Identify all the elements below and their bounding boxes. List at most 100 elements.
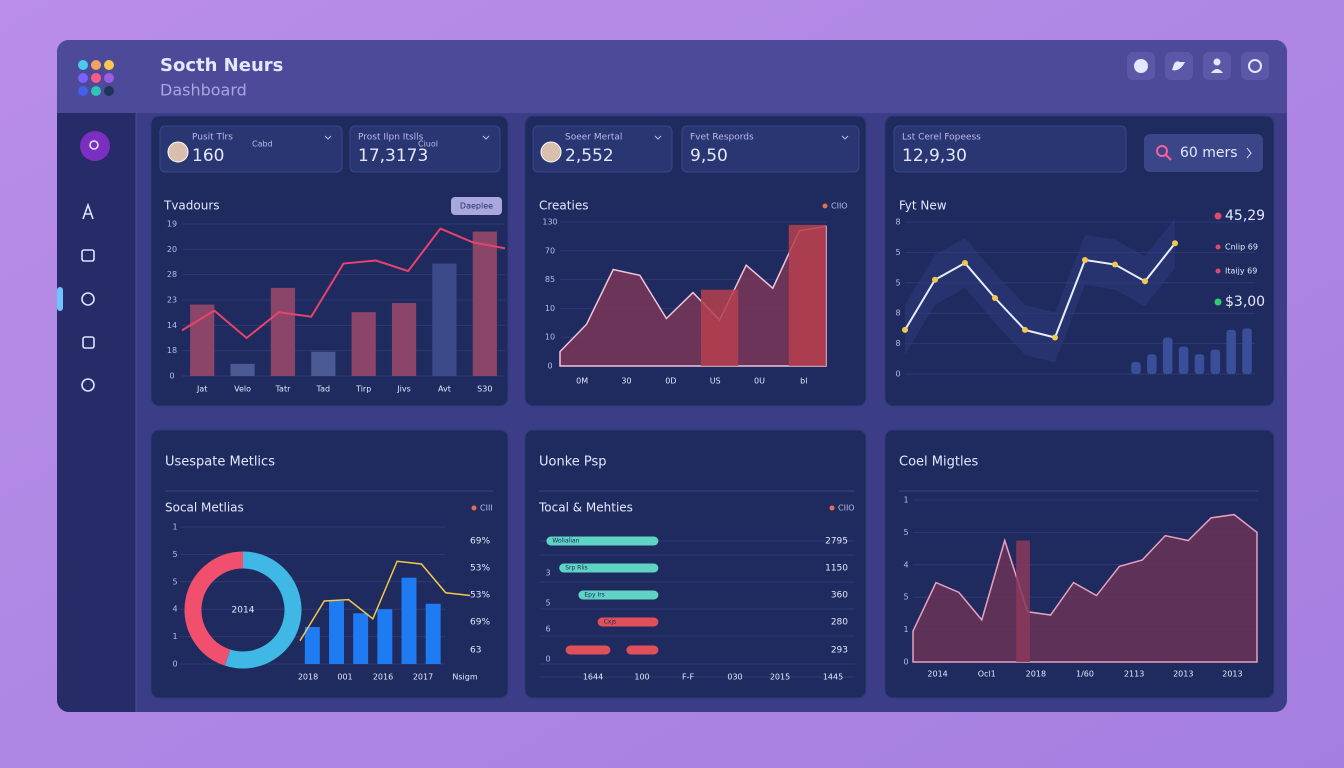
chart-title: Tocal & Mehties xyxy=(538,501,633,515)
search-icon xyxy=(1165,154,1172,161)
bar xyxy=(1226,329,1236,374)
chart-title: Creaties xyxy=(539,199,588,213)
bar xyxy=(1147,354,1157,374)
line-band xyxy=(905,218,1175,363)
app-subtitle: Dashboard xyxy=(160,81,247,100)
bar-label: Epy Irs xyxy=(584,592,604,599)
user-avatar[interactable] xyxy=(80,131,110,161)
y-label: 23 xyxy=(167,296,177,305)
dropdown-chevron[interactable] xyxy=(482,135,490,140)
chart-title: Socal Metlias xyxy=(165,501,244,515)
value-label: 63 xyxy=(470,646,481,656)
bar xyxy=(425,603,441,664)
chevron xyxy=(1246,147,1252,159)
y-label: 5 xyxy=(895,278,900,287)
icon xyxy=(89,140,99,150)
x-label: Tatr xyxy=(274,385,291,394)
y-label: 5 xyxy=(903,593,908,602)
legend-dot xyxy=(1215,244,1221,250)
social-icons[interactable] xyxy=(1127,52,1269,80)
button-label: 60 mers xyxy=(1180,145,1238,161)
legend-dot xyxy=(1215,268,1221,274)
nav-icon[interactable] xyxy=(81,292,95,306)
legend-label: Itaijy 69 xyxy=(1225,267,1257,276)
point xyxy=(1112,261,1118,268)
bar xyxy=(377,609,393,664)
stat-label: Soeer Mertal xyxy=(565,133,622,143)
value-label: 53% xyxy=(470,591,490,601)
icon xyxy=(1172,61,1185,71)
x-label: F-F xyxy=(682,673,694,682)
value-label: 2795 xyxy=(825,537,848,547)
point xyxy=(1052,334,1058,341)
x-label: US xyxy=(710,377,721,386)
bar xyxy=(700,289,739,366)
x-label: 1/60 xyxy=(1076,670,1094,679)
y-label: 0 xyxy=(545,655,550,664)
bar-label: Srp Rlis xyxy=(565,565,588,572)
icon xyxy=(1134,59,1148,73)
sidebar-nav[interactable] xyxy=(57,131,110,392)
panel xyxy=(150,429,509,699)
button-label: Daeplee xyxy=(460,202,493,211)
search-button[interactable] xyxy=(1144,134,1263,172)
legend-label: 45,29 xyxy=(1225,208,1265,224)
stat-value: 17,3173 xyxy=(358,146,428,166)
y-label: 85 xyxy=(545,275,555,284)
nav-icon[interactable] xyxy=(81,378,95,392)
y-label: 0 xyxy=(903,658,908,667)
dropdown-chevron[interactable] xyxy=(324,135,332,140)
stat-note: Cabd xyxy=(252,140,273,149)
nav-icon[interactable] xyxy=(82,336,95,349)
legend-label: Cnlip 69 xyxy=(1225,243,1258,252)
y-label: 1 xyxy=(903,496,908,505)
stat-card xyxy=(159,125,343,173)
panel xyxy=(524,429,867,699)
x-label: 2013 xyxy=(1173,670,1193,679)
y-label: 8 xyxy=(895,218,900,227)
dropdown-chevron[interactable] xyxy=(654,135,662,140)
dropdown-chevron[interactable] xyxy=(841,135,849,140)
bar xyxy=(1242,328,1252,374)
value-label: 53% xyxy=(470,564,490,574)
bar xyxy=(546,536,659,546)
stat-value: 12,9,30 xyxy=(902,146,967,166)
area xyxy=(912,513,1258,663)
bar xyxy=(304,627,320,664)
donut-slice xyxy=(184,551,244,666)
bar-label: Wolialian xyxy=(552,538,579,545)
nav-icon[interactable] xyxy=(82,202,94,220)
point xyxy=(1172,240,1178,247)
bar xyxy=(626,645,659,655)
y-label: 5 xyxy=(903,528,908,537)
active-indicator xyxy=(57,287,63,311)
settings-button[interactable] xyxy=(1241,52,1269,80)
x-label: 0M xyxy=(576,377,588,386)
y-label: 1 xyxy=(903,625,908,634)
stat-label: Fvet Respords xyxy=(690,133,754,143)
nav-icon[interactable] xyxy=(81,249,95,262)
legend-label: $3,00 xyxy=(1225,294,1265,310)
bar xyxy=(311,351,336,376)
x-label: Tirp xyxy=(355,385,371,394)
legend-dot xyxy=(471,505,477,511)
point xyxy=(962,260,968,267)
x-label: Velo xyxy=(234,385,251,394)
x-label: Jivs xyxy=(396,385,410,394)
stat-label: Prost Ilpn Itslls xyxy=(358,133,424,143)
line xyxy=(181,227,506,340)
y-label: 0 xyxy=(172,660,177,669)
value-label: 69% xyxy=(470,618,490,628)
y-label: 3 xyxy=(545,569,550,578)
stat-card xyxy=(532,125,673,173)
stat-label: Pusit Tlrs xyxy=(192,133,233,143)
stat-note: Ciuol xyxy=(418,140,438,149)
x-label: Tad xyxy=(316,385,331,394)
value-label: 1150 xyxy=(825,564,848,574)
profile-button[interactable] xyxy=(1203,52,1231,80)
y-label: 0 xyxy=(169,372,174,381)
header-bar xyxy=(57,40,1287,113)
button[interactable] xyxy=(451,197,502,215)
stat-label: Lst Cerel Fopeess xyxy=(902,133,981,143)
